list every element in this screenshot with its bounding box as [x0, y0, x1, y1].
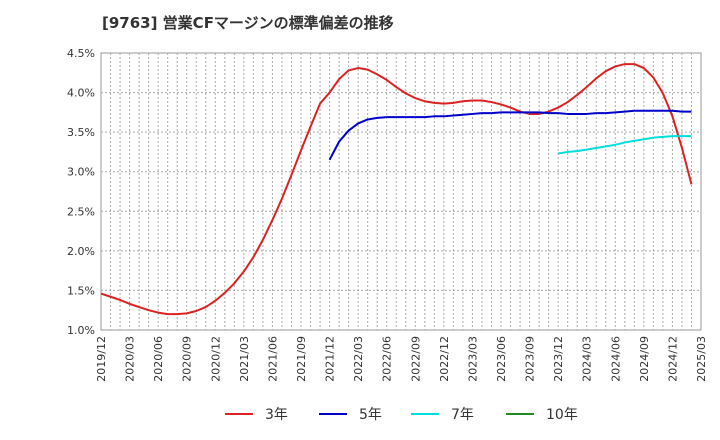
chart-title: [9763] 営業CFマージンの標準偏差の推移	[102, 14, 394, 32]
legend-label-3: 10年	[546, 407, 578, 423]
x-tick-label: 2023/03	[466, 336, 479, 382]
legend-label-1: 5年	[359, 407, 382, 423]
x-tick-label: 2023/12	[552, 336, 565, 382]
x-tick-label: 2022/09	[409, 336, 422, 382]
x-tick-label: 2025/03	[695, 336, 708, 382]
series-layer	[100, 63, 693, 316]
y-tick-label: 1.0%	[67, 324, 95, 337]
x-tick-label: 2021/06	[266, 336, 279, 382]
x-tick-label: 2023/09	[524, 336, 537, 382]
x-tick-label: 2024/09	[638, 336, 651, 382]
y-tick-label: 2.5%	[67, 205, 95, 218]
series-line-1	[328, 109, 692, 161]
y-tick-label: 4.0%	[67, 87, 95, 100]
plot-area	[100, 52, 702, 331]
axes-layer: 1.0% 1.5% 2.0% 2.5% 3.0% 3.5% 4.0% 4.5% 2019/12 2…	[67, 47, 708, 382]
x-tick-label: 2024/06	[609, 336, 622, 382]
x-tick-label: 2023/06	[495, 336, 508, 382]
x-tick-label: 2020/12	[209, 336, 222, 382]
y-tick-label: 2.0%	[67, 245, 95, 258]
x-tick-label: 2022/03	[352, 336, 365, 382]
grid-layer	[100, 52, 702, 331]
x-tick-label: 2021/09	[295, 336, 308, 382]
x-tick-label: 2020/03	[124, 336, 137, 382]
x-tick-label: 2022/06	[381, 336, 394, 382]
x-tick-label: 2024/12	[666, 336, 679, 382]
legend-label-2: 7年	[451, 407, 474, 423]
x-tick-label: 2020/06	[152, 336, 165, 382]
series-line-0	[100, 63, 693, 316]
legend: 3年 5年 7年 10年	[225, 407, 578, 423]
y-tick-label: 1.5%	[67, 284, 95, 297]
x-tick-label: 2024/03	[581, 336, 594, 382]
legend-label-0: 3年	[265, 407, 288, 423]
y-tick-label: 3.5%	[67, 126, 95, 139]
x-tick-label: 2021/12	[324, 336, 337, 382]
x-tick-label: 2022/12	[438, 336, 451, 382]
x-tick-label: 2021/03	[238, 336, 251, 382]
x-tick-label: 2020/09	[181, 336, 194, 382]
x-tick-label: 2019/12	[95, 336, 108, 382]
y-tick-label: 3.0%	[67, 166, 95, 179]
series-line-2	[557, 135, 692, 155]
y-tick-label: 4.5%	[67, 47, 95, 60]
